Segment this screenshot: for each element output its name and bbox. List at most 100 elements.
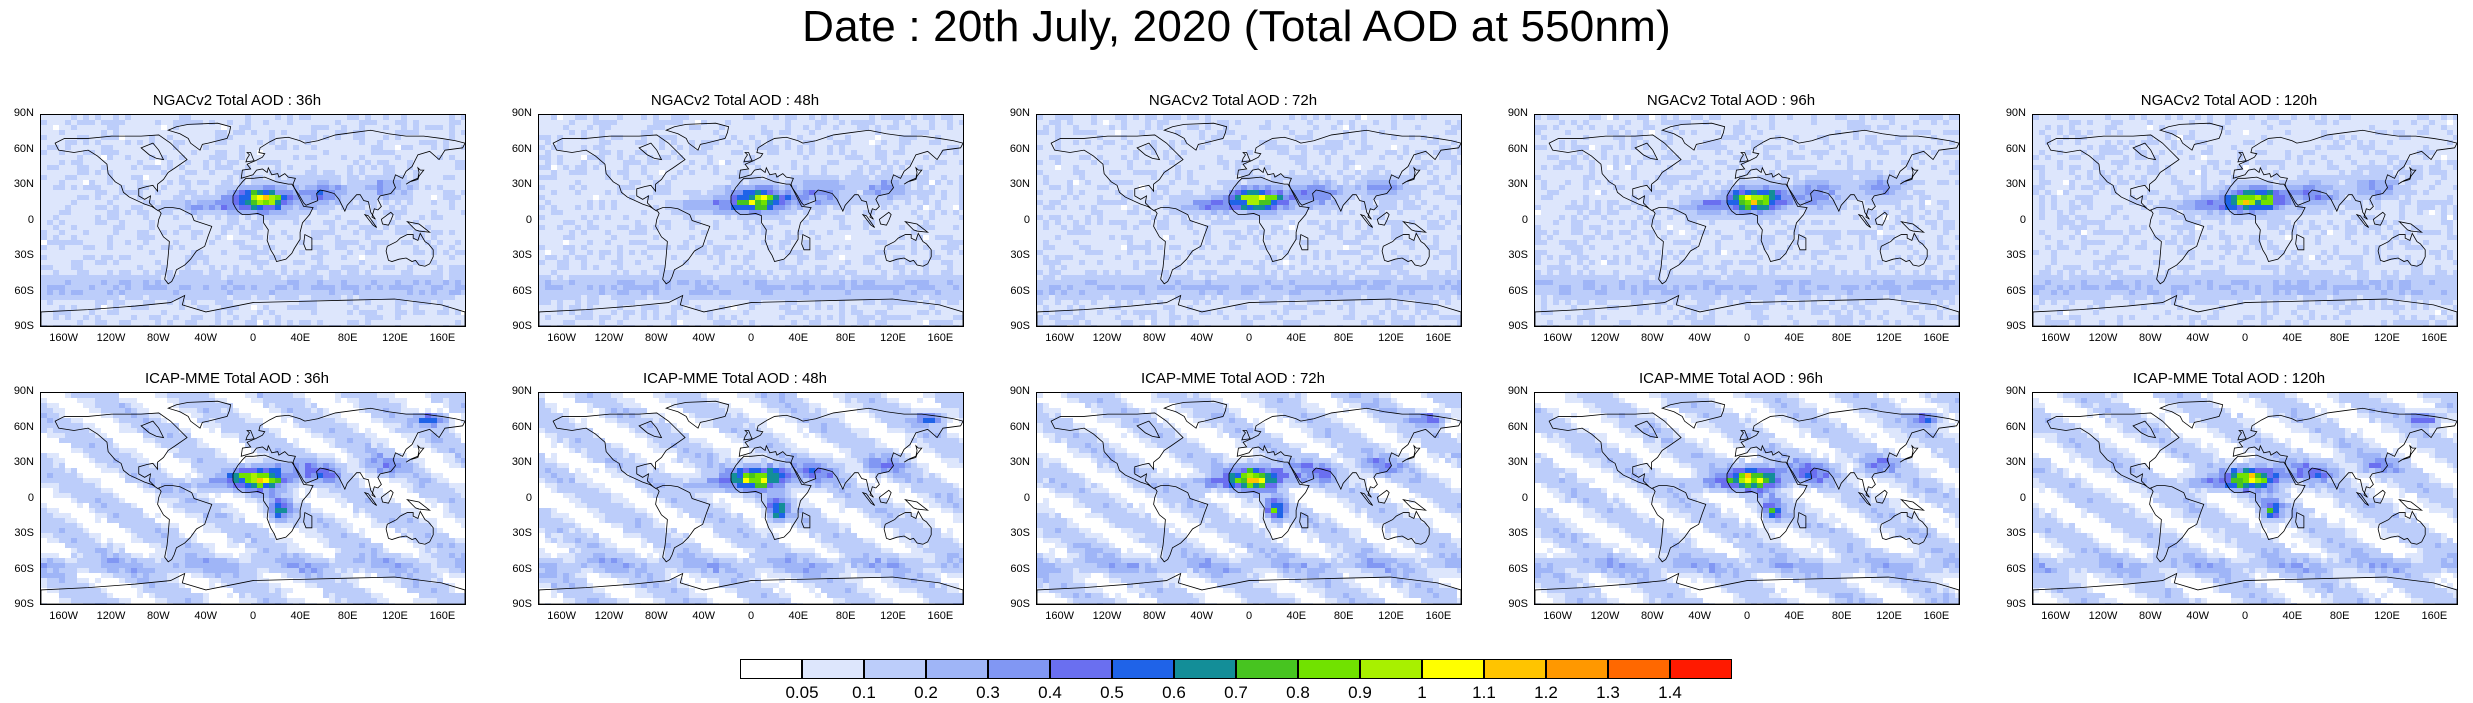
aod-cell bbox=[845, 140, 851, 145]
aod-cell bbox=[947, 185, 953, 190]
aod-cell bbox=[329, 275, 335, 280]
aod-cell bbox=[83, 285, 89, 290]
aod-cell bbox=[959, 215, 963, 220]
aod-cell bbox=[599, 200, 605, 205]
aod-cell bbox=[461, 210, 465, 215]
aod-cell bbox=[125, 250, 131, 255]
aod-cell bbox=[437, 225, 443, 230]
aod-cell bbox=[59, 210, 65, 215]
aod-cell bbox=[431, 160, 437, 165]
aod-cell bbox=[611, 200, 617, 205]
aod-cell bbox=[737, 140, 743, 145]
aod-cell bbox=[323, 265, 329, 270]
aod-cell bbox=[923, 210, 929, 215]
aod-cell bbox=[77, 155, 83, 160]
aod-cell bbox=[341, 315, 347, 320]
aod-cell bbox=[587, 170, 593, 175]
aod-cell bbox=[959, 240, 963, 245]
aod-cell bbox=[323, 155, 329, 160]
aod-cell bbox=[71, 245, 77, 250]
aod-cell bbox=[461, 135, 465, 140]
aod-cell bbox=[743, 130, 749, 135]
aod-cell bbox=[131, 130, 137, 135]
aod-cell bbox=[155, 305, 161, 310]
aod-cell bbox=[857, 170, 863, 175]
aod-cell bbox=[215, 125, 221, 130]
aod-cell bbox=[323, 125, 329, 130]
aod-cell bbox=[353, 145, 359, 150]
aod-cell bbox=[611, 150, 617, 155]
aod-cell bbox=[539, 175, 545, 180]
aod-cell bbox=[125, 305, 131, 310]
aod-cell bbox=[893, 125, 899, 130]
aod-cell bbox=[329, 170, 335, 175]
aod-cell bbox=[557, 185, 563, 190]
aod-cell bbox=[227, 140, 233, 145]
aod-cell bbox=[887, 135, 893, 140]
aod-cell bbox=[275, 300, 281, 305]
aod-cell bbox=[113, 280, 119, 285]
aod-cell bbox=[425, 180, 431, 185]
aod-cell bbox=[209, 265, 215, 270]
aod-cell bbox=[191, 155, 197, 160]
aod-cell bbox=[83, 310, 89, 315]
aod-cell bbox=[311, 310, 317, 315]
aod-cell bbox=[335, 315, 341, 320]
aod-cell bbox=[917, 245, 923, 250]
aod-cell bbox=[593, 210, 599, 215]
aod-cell bbox=[665, 245, 671, 250]
aod-cell bbox=[425, 115, 431, 120]
aod-cell bbox=[869, 240, 875, 245]
aod-cell bbox=[113, 125, 119, 130]
aod-cell bbox=[773, 185, 779, 190]
aod-cell bbox=[827, 230, 833, 235]
aod-cell bbox=[209, 125, 215, 130]
aod-cell bbox=[815, 240, 821, 245]
aod-cell bbox=[539, 125, 545, 130]
aod-cell bbox=[557, 180, 563, 185]
aod-cell bbox=[371, 315, 377, 320]
aod-cell bbox=[161, 285, 167, 290]
aod-cell bbox=[209, 240, 215, 245]
aod-cell bbox=[299, 210, 305, 215]
aod-cell bbox=[65, 145, 71, 150]
aod-cell bbox=[707, 115, 713, 120]
aod-cell bbox=[611, 245, 617, 250]
aod-cell bbox=[755, 230, 761, 235]
aod-cell bbox=[629, 155, 635, 160]
aod-cell bbox=[671, 195, 677, 200]
aod-cell bbox=[215, 235, 221, 240]
aod-cell bbox=[299, 285, 305, 290]
aod-cell bbox=[767, 225, 773, 230]
aod-cell bbox=[347, 125, 353, 130]
aod-cell bbox=[215, 210, 221, 215]
aod-cell bbox=[569, 120, 575, 125]
aod-cell bbox=[101, 245, 107, 250]
aod-cell bbox=[275, 280, 281, 285]
aod-cell bbox=[311, 155, 317, 160]
aod-cell bbox=[209, 320, 215, 325]
aod-cell bbox=[791, 125, 797, 130]
aod-cell bbox=[545, 230, 551, 235]
aod-cell bbox=[935, 200, 941, 205]
aod-cell bbox=[635, 115, 641, 120]
aod-cell bbox=[77, 245, 83, 250]
aod-cell bbox=[209, 300, 215, 305]
aod-cell bbox=[335, 265, 341, 270]
aod-cell bbox=[83, 135, 89, 140]
aod-cell bbox=[125, 140, 131, 145]
aod-cell bbox=[335, 150, 341, 155]
aod-cell bbox=[95, 205, 101, 210]
aod-cell bbox=[65, 150, 71, 155]
aod-cell bbox=[683, 195, 689, 200]
aod-cell bbox=[845, 190, 851, 195]
aod-cell bbox=[101, 285, 107, 290]
aod-cell bbox=[233, 295, 239, 300]
aod-cell bbox=[719, 245, 725, 250]
aod-cell bbox=[647, 125, 653, 130]
aod-cell bbox=[785, 185, 791, 190]
aod-cell bbox=[305, 135, 311, 140]
aod-cell bbox=[155, 140, 161, 145]
aod-cell bbox=[233, 260, 239, 265]
aod-cell bbox=[563, 190, 569, 195]
